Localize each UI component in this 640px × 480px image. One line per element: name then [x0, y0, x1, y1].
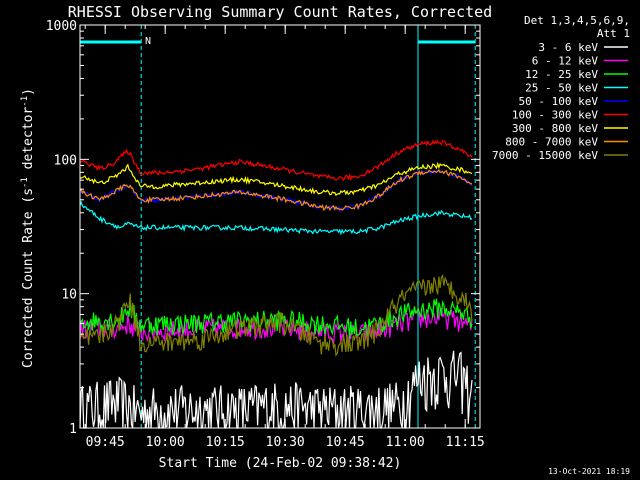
- legend-header-1: Det 1,3,4,5,6,9,: [524, 14, 630, 27]
- legend-label-3: 25 - 50 keV: [525, 82, 598, 95]
- legend-label-7: 800 - 7000 keV: [505, 136, 598, 149]
- y-axis-title: Corrected Count Rate (s-1 detector-1): [20, 88, 36, 368]
- x-tick-label-0: 09:45: [86, 435, 125, 450]
- night-marker: N: [145, 36, 151, 47]
- legend-label-2: 12 - 25 keV: [525, 68, 598, 81]
- series-line-6: [79, 161, 473, 197]
- legend-label-0: 3 - 6 keV: [538, 41, 598, 54]
- y-axis: 1 10 100 1000: [46, 19, 480, 437]
- x-tick-label-6: 11:15: [446, 435, 485, 450]
- x-tick-label-2: 10:15: [206, 435, 245, 450]
- legend-label-1: 6 - 12 keV: [532, 55, 599, 68]
- chart-title: RHESSI Observing Summary Count Rates, Co…: [68, 3, 492, 21]
- x-axis: 09:45 10:00 10:15 10:30 10:45 11:00 11:15: [84, 25, 485, 450]
- x-axis-title: Start Time (24-Feb-02 09:38:42): [159, 456, 402, 471]
- series-line-2: [79, 298, 473, 339]
- legend-label-4: 50 - 100 keV: [519, 95, 599, 108]
- legend-label-8: 7000 - 15000 keV: [492, 149, 598, 162]
- series-line-5: [79, 139, 473, 182]
- plot-frame: [79, 24, 481, 429]
- y-tick-label-3: 1000: [46, 19, 77, 34]
- series-line-3: [79, 200, 473, 236]
- legend-header-2: Att 1: [597, 27, 630, 40]
- series-line-8: [79, 274, 473, 357]
- legend-label-5: 100 - 300 keV: [512, 109, 598, 122]
- y-axis-title-main: Corrected Count Rate (s: [21, 188, 36, 368]
- y-axis-title-sup1: -1: [20, 177, 30, 188]
- series-line-0: [79, 350, 473, 430]
- y-axis-title-mid: detector: [21, 107, 36, 178]
- series-line-7: [79, 169, 473, 212]
- x-tick-label-3: 10:30: [266, 435, 305, 450]
- y-tick-label-0: 1: [69, 422, 77, 437]
- y-tick-label-2: 100: [54, 153, 77, 168]
- x-tick-label-4: 10:45: [326, 435, 365, 450]
- y-axis-title-end: ): [21, 88, 36, 96]
- x-tick-label-5: 11:00: [386, 435, 425, 450]
- footer-date: 13-Oct-2021 18:19: [548, 467, 630, 476]
- legend-label-6: 300 - 800 keV: [512, 122, 598, 135]
- y-tick-label-1: 10: [61, 288, 77, 303]
- x-tick-label-1: 10:00: [146, 435, 185, 450]
- series-group: [79, 139, 473, 430]
- y-axis-title-sup2: -1: [20, 96, 30, 107]
